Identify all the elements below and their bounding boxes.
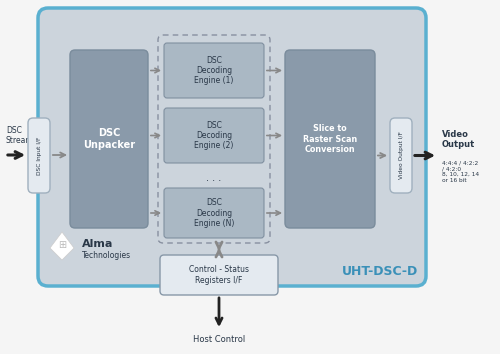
FancyBboxPatch shape: [390, 118, 412, 193]
Text: Host Control: Host Control: [193, 336, 245, 344]
Text: UHT-DSC-D: UHT-DSC-D: [342, 265, 418, 278]
FancyBboxPatch shape: [28, 118, 50, 193]
Text: ⊞: ⊞: [58, 240, 66, 250]
Text: Video
Output: Video Output: [442, 130, 475, 149]
Text: DSC Input I/F: DSC Input I/F: [36, 136, 42, 175]
FancyBboxPatch shape: [164, 43, 264, 98]
FancyBboxPatch shape: [164, 188, 264, 238]
Text: 4:4:4 / 4:2:2
/ 4:2:0
8, 10, 12, 14
or 16 bit: 4:4:4 / 4:2:2 / 4:2:0 8, 10, 12, 14 or 1…: [442, 160, 479, 183]
Text: DSC
Unpacker: DSC Unpacker: [83, 128, 135, 150]
Text: DSC
Decoding
Engine (N): DSC Decoding Engine (N): [194, 198, 234, 228]
FancyBboxPatch shape: [285, 50, 375, 228]
Text: DSC
Decoding
Engine (1): DSC Decoding Engine (1): [194, 56, 234, 85]
Text: Control - Status
Registers I/F: Control - Status Registers I/F: [189, 265, 249, 285]
Text: DSC
Stream: DSC Stream: [6, 126, 34, 145]
Text: Technologies: Technologies: [82, 251, 131, 259]
FancyBboxPatch shape: [164, 108, 264, 163]
FancyBboxPatch shape: [160, 255, 278, 295]
Text: DSC
Decoding
Engine (2): DSC Decoding Engine (2): [194, 121, 234, 150]
Text: Alma: Alma: [82, 239, 114, 249]
Text: . . .: . . .: [206, 173, 222, 183]
Text: Slice to
Raster Scan
Conversion: Slice to Raster Scan Conversion: [303, 124, 357, 154]
Polygon shape: [50, 232, 74, 260]
Text: Video Output I/F: Video Output I/F: [398, 132, 404, 179]
FancyBboxPatch shape: [70, 50, 148, 228]
FancyBboxPatch shape: [38, 8, 426, 286]
